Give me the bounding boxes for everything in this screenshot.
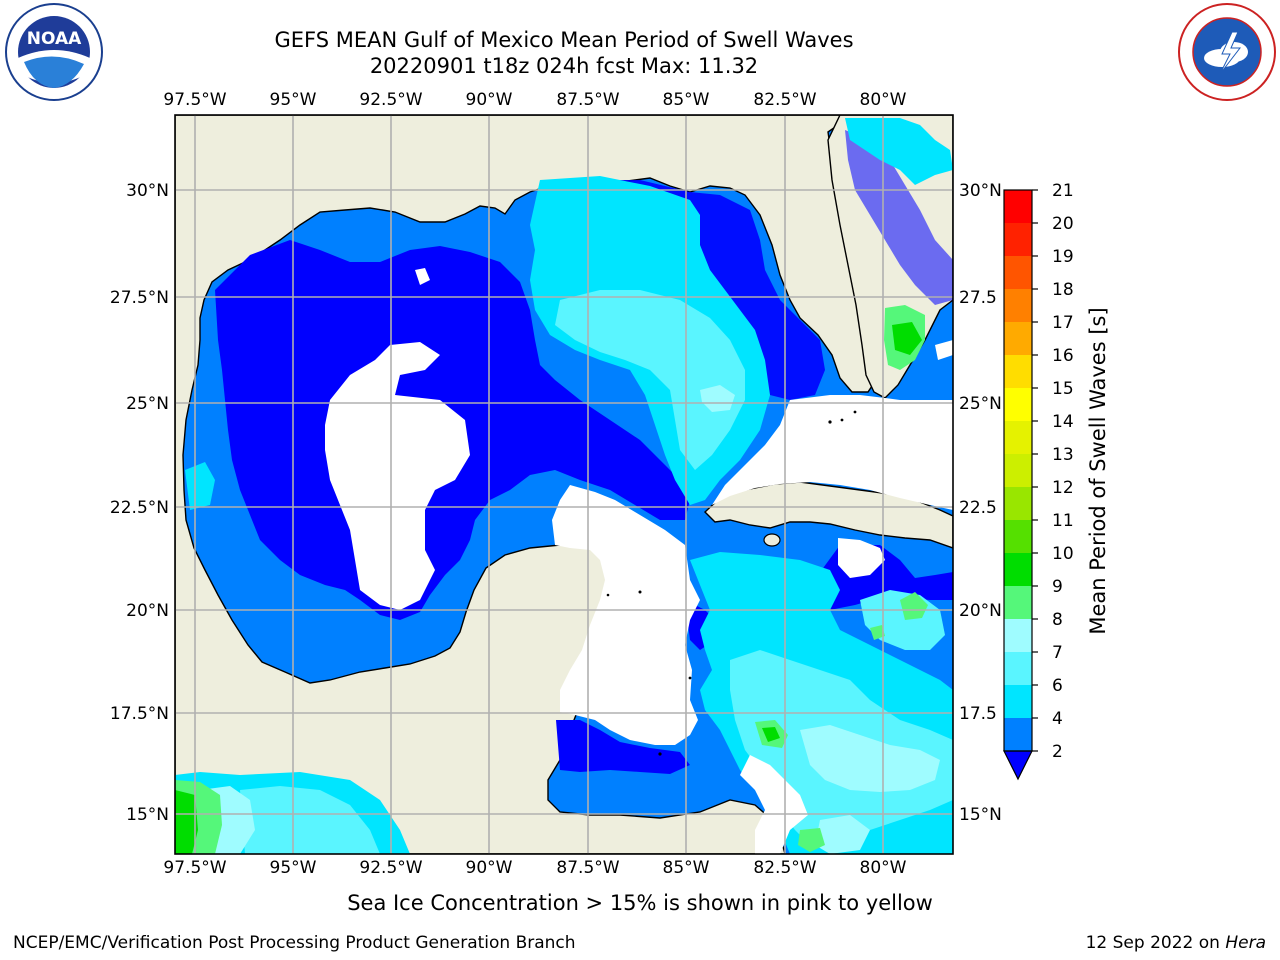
lon-label-bottom-4: 87.5°W <box>556 858 619 878</box>
lat-label-left-6: 15°N <box>126 805 169 825</box>
colorbar-tick-2: 6 <box>1052 676 1063 696</box>
lon-label-top-7: 80°W <box>860 90 907 110</box>
noaa-logo-text: NOAA <box>27 29 82 49</box>
lat-label-right-2: 25°N <box>959 394 1002 414</box>
colorbar-segment <box>1004 421 1032 454</box>
lat-label-right-6: 15°N <box>959 805 1002 825</box>
colorbar-segment <box>1004 190 1032 223</box>
lat-label-right-4: 20°N <box>959 601 1002 621</box>
colorbar-tick-4: 8 <box>1052 610 1063 630</box>
colorbar-segment <box>1004 487 1032 520</box>
colorbar-tick-17: 21 <box>1052 181 1074 201</box>
lon-label-top-0: 97.5°W <box>163 90 226 110</box>
colorbar-tick-9: 13 <box>1052 445 1074 465</box>
lon-label-bottom-5: 85°W <box>663 858 710 878</box>
colorbar-segment <box>1004 388 1032 421</box>
lon-label-top-3: 90°W <box>466 90 513 110</box>
lon-label-bottom-3: 90°W <box>466 858 513 878</box>
colorbar-tick-14: 18 <box>1052 280 1074 300</box>
colorbar-tick-15: 19 <box>1052 247 1074 267</box>
lon-label-top-5: 85°W <box>663 90 710 110</box>
colorbar-segment <box>1004 223 1032 256</box>
colorbar-tick-3: 7 <box>1052 643 1063 663</box>
colorbar-segment <box>1004 322 1032 355</box>
sea-ice-note: Sea Ice Concentration > 15% is shown in … <box>347 891 933 915</box>
colorbar-tick-7: 11 <box>1052 511 1074 531</box>
lat-labels-right: 30°N 27.5 25°N 22.5 20°N 17.5 15°N <box>959 181 1002 825</box>
field-bright-green <box>175 322 922 854</box>
lon-label-bottom-1: 95°W <box>270 858 317 878</box>
colorbar-title: Mean Period of Swell Waves [s] <box>1086 307 1110 634</box>
footer-date: 12 Sep 2022 on Hera <box>1086 932 1266 954</box>
colorbar-segment <box>1004 454 1032 487</box>
lat-label-left-0: 30°N <box>126 181 169 201</box>
map-content <box>175 115 953 854</box>
footer-host: Hera <box>1225 933 1266 953</box>
colorbar-tick-6: 10 <box>1052 544 1074 564</box>
footer-date-text: 12 Sep 2022 on <box>1085 933 1226 953</box>
chart-subtitle: 20220901 t18z 024h fcst Max: 11.32 <box>369 54 759 78</box>
colorbar-tick-13: 17 <box>1052 313 1074 333</box>
islands <box>606 410 857 756</box>
lon-label-bottom-7: 80°W <box>860 858 907 878</box>
colorbar-segment <box>1004 355 1032 388</box>
missing-data <box>325 268 953 854</box>
colorbar-segment <box>1004 520 1032 553</box>
nws-logo-icon <box>1178 3 1276 101</box>
field-pale-cyan <box>200 385 940 854</box>
footer-credit: NCEP/EMC/Verification Post Processing Pr… <box>13 933 576 953</box>
colorbar-frame <box>1003 189 1033 752</box>
graticule <box>175 115 953 854</box>
lat-label-left-1: 27.5°N <box>110 288 169 308</box>
map-frame <box>174 114 954 855</box>
lon-label-top-2: 92.5°W <box>359 90 422 110</box>
colorbar-tick-8: 12 <box>1052 478 1074 498</box>
colorbar-tick-1: 4 <box>1052 709 1063 729</box>
colorbar-segment <box>1004 685 1032 718</box>
lat-label-left-3: 22.5°N <box>110 498 169 518</box>
colorbar-tick-5: 9 <box>1052 577 1063 597</box>
colorbar-tick-11: 15 <box>1052 379 1074 399</box>
lon-label-bottom-2: 92.5°W <box>359 858 422 878</box>
lat-label-right-5: 17.5 <box>959 704 997 724</box>
lat-label-right-0: 30°N <box>959 181 1002 201</box>
lon-label-top-6: 82.5°W <box>753 90 816 110</box>
lon-label-bottom-0: 97.5°W <box>163 858 226 878</box>
colorbar-segment <box>1004 256 1032 289</box>
lat-label-left-4: 20°N <box>126 601 169 621</box>
colorbar-segment <box>1004 289 1032 322</box>
colorbar-extend-triangle <box>1003 750 1033 781</box>
colorbar-segment <box>1004 718 1032 751</box>
colorbar: 2 4 6 7 8 9 10 11 12 13 14 15 16 17 18 19 20 21 <box>1003 181 1074 781</box>
lat-label-right-3: 22.5 <box>959 498 997 518</box>
colorbar-segment <box>1004 553 1032 586</box>
colorbar-tick-10: 14 <box>1052 412 1074 432</box>
lon-labels-bottom: 97.5°W 95°W 92.5°W 90°W 87.5°W 85°W 82.5°W 80°W <box>163 858 906 878</box>
colorbar-segment <box>1004 652 1032 685</box>
colorbar-segment <box>1004 586 1032 619</box>
lat-label-right-1: 27.5 <box>959 288 997 308</box>
lon-label-top-1: 95°W <box>270 90 317 110</box>
colorbar-tick-16: 20 <box>1052 214 1074 234</box>
lon-label-top-4: 87.5°W <box>556 90 619 110</box>
lon-labels-top: 97.5°W 95°W 92.5°W 90°W 87.5°W 85°W 82.5°W 80°W <box>163 90 906 110</box>
colorbar-segment <box>1004 619 1032 652</box>
lat-label-left-5: 17.5°N <box>110 704 169 724</box>
lon-label-bottom-6: 82.5°W <box>753 858 816 878</box>
lat-labels-left: 30°N 27.5°N 25°N 22.5°N 20°N 17.5°N 15°N <box>110 181 169 825</box>
noaa-logo-icon: NOAA <box>5 3 103 101</box>
colorbar-tick-0: 2 <box>1052 742 1063 762</box>
colorbar-tick-12: 16 <box>1052 346 1074 366</box>
chart-title: GEFS MEAN Gulf of Mexico Mean Period of … <box>274 28 854 52</box>
lat-label-left-2: 25°N <box>126 394 169 414</box>
